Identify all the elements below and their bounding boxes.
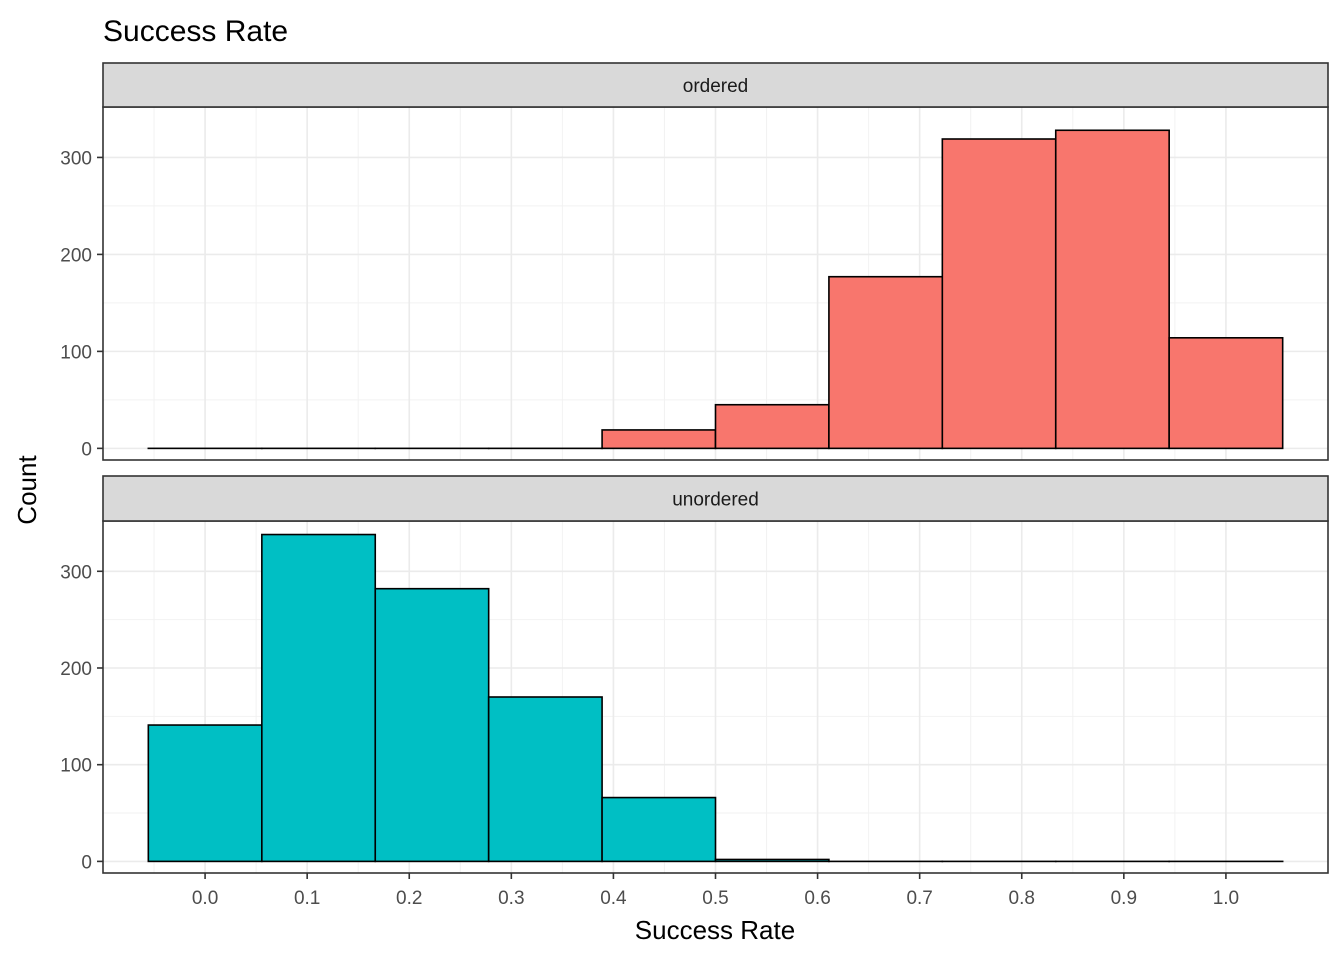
facet-strip-label: unordered (672, 490, 759, 511)
x-tick-label: 0.6 (804, 888, 830, 909)
chart-title: Success Rate (103, 15, 288, 48)
x-tick-label: 0.1 (294, 888, 320, 909)
x-tick-label: 1.0 (1213, 888, 1239, 909)
facet-strip-label: ordered (683, 76, 749, 97)
bars-ordered (147, 129, 1284, 450)
y-tick-label: 200 (60, 659, 92, 680)
x-tick-label: 0.3 (498, 888, 524, 909)
x-tick-label: 0.7 (906, 888, 932, 909)
x-axis-title: Success Rate (635, 915, 795, 945)
panel-unordered: unordered 0 100 200 300 (60, 475, 1329, 874)
histogram-bar (714, 858, 830, 863)
y-tick-label: 0 (81, 852, 92, 873)
histogram-bar (374, 587, 490, 863)
y-tick-label: 300 (60, 148, 92, 169)
facet-strip (102, 475, 1329, 522)
histogram-bar (714, 403, 830, 450)
x-tick-label: 0.4 (600, 888, 627, 909)
x-tick-label: 0.8 (1009, 888, 1035, 909)
x-tick-label: 0.9 (1111, 888, 1137, 909)
y-axis-title: Count (12, 455, 42, 525)
facet-strip (102, 62, 1329, 108)
histogram-bar (601, 796, 717, 863)
y-tick-label: 0 (81, 439, 92, 460)
y-tick-label: 200 (60, 245, 92, 266)
bars-unordered (147, 533, 1284, 863)
x-tick-label: 0.0 (192, 888, 218, 909)
histogram-bar (828, 275, 944, 450)
y-tick-label: 300 (60, 562, 92, 583)
histogram-bar (487, 696, 603, 863)
histogram-bar (147, 724, 263, 863)
x-tick-label: 0.5 (702, 888, 728, 909)
histogram-bar (941, 138, 1057, 450)
histogram-bar (601, 429, 717, 450)
y-tick-label: 100 (60, 342, 92, 363)
histogram-bar (1168, 337, 1284, 450)
x-tick-label: 0.2 (396, 888, 422, 909)
panel-ordered: ordered 0 100 200 300 (60, 62, 1329, 461)
y-tick-label: 100 (60, 756, 92, 777)
histogram-bar (1054, 129, 1170, 450)
histogram-bar (261, 533, 377, 863)
